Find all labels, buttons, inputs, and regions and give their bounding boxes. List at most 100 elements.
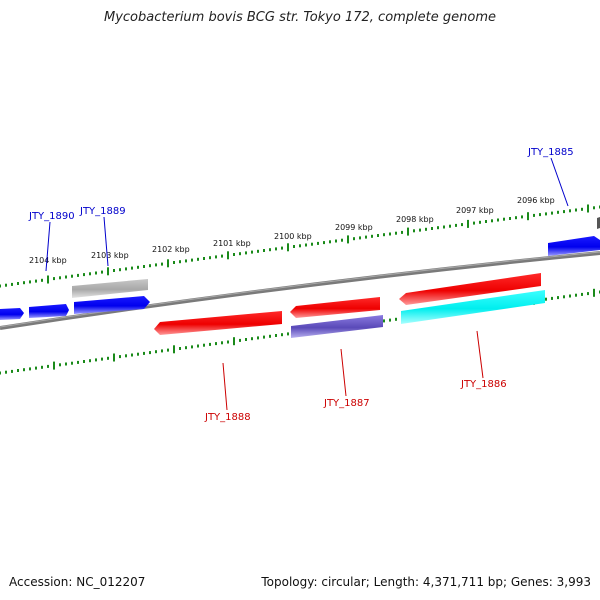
major-tick: [467, 219, 469, 228]
minor-tick: [137, 265, 139, 269]
minor-tick: [149, 264, 151, 268]
gene-arrow-jty-1888[interactable]: [154, 311, 282, 335]
minor-tick: [275, 247, 277, 251]
gene-arrow-jty-1885[interactable]: [548, 236, 600, 256]
minor-tick: [17, 369, 19, 372]
minor-tick: [299, 244, 301, 248]
minor-tick: [383, 319, 385, 323]
major-tick: [47, 275, 49, 284]
minor-tick: [239, 252, 241, 256]
minor-tick: [329, 240, 331, 244]
minor-tick: [95, 271, 97, 275]
gene-arrow-cyan[interactable]: [401, 290, 545, 324]
minor-tick: [65, 275, 67, 279]
minor-tick: [221, 341, 223, 345]
accession-text: Accession: NC_012207: [9, 575, 146, 589]
gene-label-jty-1889[interactable]: JTY_1889: [79, 206, 126, 217]
minor-tick: [581, 207, 583, 211]
minor-tick: [227, 340, 229, 344]
minor-tick: [59, 276, 61, 280]
kbp-label: 2098 kbp: [396, 215, 434, 224]
minor-tick: [341, 238, 343, 242]
minor-tick: [311, 242, 313, 246]
minor-tick: [359, 236, 361, 240]
minor-tick: [245, 338, 247, 341]
gene-arrow-grey-edge[interactable]: [597, 217, 600, 229]
gene-label-jty-1885[interactable]: JTY_1885: [527, 147, 574, 158]
minor-tick: [575, 293, 577, 297]
minor-tick: [47, 364, 49, 368]
minor-tick: [203, 257, 205, 260]
minor-tick: [221, 254, 223, 258]
minor-tick: [197, 344, 199, 348]
minor-tick: [191, 258, 193, 262]
major-tick: [233, 337, 235, 346]
minor-tick: [191, 345, 193, 349]
minor-tick: [473, 221, 475, 225]
gene-arrow-jty-1891[interactable]: [0, 308, 24, 320]
major-tick: [287, 243, 289, 252]
minor-tick: [503, 217, 505, 221]
minor-tick: [533, 213, 535, 217]
minor-tick: [113, 269, 115, 272]
minor-tick: [551, 296, 553, 300]
minor-tick: [587, 292, 589, 296]
gene-arrow-grey[interactable]: [72, 279, 148, 298]
minor-tick: [167, 348, 169, 352]
gene-label-jty-1890[interactable]: JTY_1890: [28, 211, 75, 222]
leader-line-jty-1888: [222, 362, 228, 411]
minor-tick: [17, 282, 19, 285]
gene-label-jty-1888[interactable]: JTY_1888: [204, 412, 251, 423]
minor-tick: [305, 243, 307, 247]
minor-tick: [593, 206, 595, 210]
gene-label-jty-1886[interactable]: JTY_1886: [460, 379, 507, 390]
minor-tick: [41, 278, 43, 282]
minor-tick: [65, 362, 67, 366]
minor-tick: [107, 356, 109, 360]
major-tick: [227, 251, 229, 260]
minor-tick: [491, 219, 493, 223]
minor-tick: [263, 249, 265, 252]
outer-tick-track: [0, 204, 600, 288]
minor-tick: [413, 229, 415, 233]
minor-tick: [383, 233, 385, 237]
gene-arrow-jty-1887[interactable]: [290, 297, 380, 318]
major-tick: [587, 204, 589, 213]
minor-tick: [569, 294, 571, 298]
minor-tick: [293, 245, 295, 248]
minor-tick: [29, 280, 31, 284]
gene-arrow-jty-1889[interactable]: [74, 296, 150, 314]
minor-tick: [119, 268, 121, 272]
minor-tick: [209, 342, 211, 346]
minor-tick: [11, 369, 13, 373]
minor-tick: [551, 211, 553, 215]
leader-line-jty-1890: [45, 221, 51, 272]
gene-arrow-purple[interactable]: [291, 315, 383, 338]
minor-tick: [419, 228, 421, 232]
minor-tick: [71, 361, 73, 365]
minor-tick: [0, 371, 1, 375]
minor-tick: [179, 260, 181, 264]
kbp-label: 2102 kbp: [152, 245, 190, 254]
gene-arrow-jty-1890[interactable]: [29, 304, 69, 318]
minor-tick: [563, 295, 565, 299]
kbp-label: 2103 kbp: [91, 251, 129, 260]
leader-lines: [45, 157, 569, 411]
minor-tick: [137, 352, 139, 356]
minor-tick: [389, 232, 391, 236]
minor-tick: [185, 346, 187, 350]
minor-tick: [83, 273, 85, 277]
major-tick: [527, 212, 529, 221]
minor-tick: [455, 223, 457, 227]
minor-tick: [281, 246, 283, 250]
plus-strand-genes: [0, 217, 600, 320]
minor-tick: [35, 279, 37, 283]
minor-tick: [83, 360, 85, 363]
gene-label-jty-1887[interactable]: JTY_1887: [323, 398, 370, 409]
minor-tick: [389, 318, 391, 322]
minor-tick: [119, 355, 121, 359]
minor-tick: [395, 317, 397, 321]
minor-tick: [509, 217, 511, 220]
gene-arrow-jty-1886[interactable]: [399, 273, 541, 305]
